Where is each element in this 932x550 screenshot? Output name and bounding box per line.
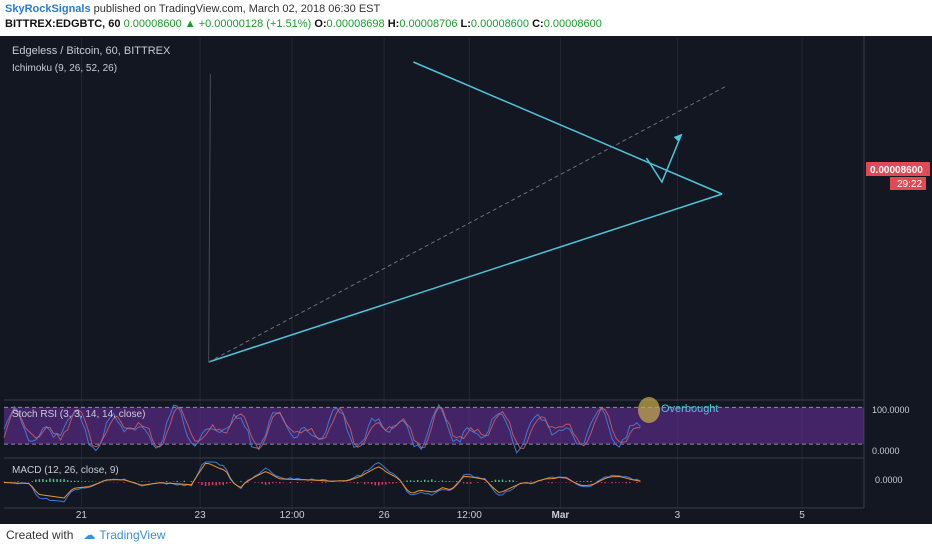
ichimoku-label: Ichimoku (9, 26, 52, 26) bbox=[12, 63, 117, 74]
drawings bbox=[208, 61, 727, 363]
high-value: 0.00008706 bbox=[399, 18, 458, 30]
open-value: 0.00008698 bbox=[326, 18, 385, 30]
chart-labels: Edgeless / Bitcoin, 60, BITTREX Ichimoku… bbox=[12, 45, 930, 485]
close-value: 0.00008600 bbox=[543, 18, 602, 30]
time-tick-label: 23 bbox=[195, 510, 207, 521]
arrow-head-icon bbox=[673, 134, 682, 142]
created-with-text: Created with bbox=[6, 528, 74, 542]
macd-label: MACD (12, 26, close, 9) bbox=[12, 465, 119, 476]
macd-tick-0: 0.0000 bbox=[875, 475, 903, 485]
overbought-annotation: Overbought bbox=[661, 403, 718, 415]
tradingview-logo-icon: ☁ bbox=[83, 528, 96, 542]
ohlc-header: BITTREX:EDGBTC, 60 0.00008600 ▲ +0.00000… bbox=[5, 18, 602, 30]
stoch-d-line bbox=[3, 406, 641, 451]
projection-arrow bbox=[645, 133, 683, 184]
rsi-tick-100: 100.0000 bbox=[872, 405, 910, 415]
publish-info: published on TradingView.com, March 02, … bbox=[90, 3, 381, 15]
triangle-upper-line bbox=[413, 61, 723, 195]
author-name[interactable]: SkyRockSignals bbox=[5, 3, 91, 15]
last-price-badge bbox=[866, 162, 930, 176]
bar-countdown: 29:22 bbox=[897, 179, 922, 190]
fib-anchor-line bbox=[208, 73, 211, 363]
rsi-tick-0: 0.0000 bbox=[872, 446, 900, 456]
macd-signal-line bbox=[3, 462, 641, 499]
close-label: C: bbox=[532, 18, 544, 30]
time-tick-label: 12:00 bbox=[280, 510, 305, 521]
symbol-label: BITTREX:EDGBTC, 60 bbox=[5, 18, 121, 30]
tradingview-link[interactable]: TradingView bbox=[99, 528, 166, 542]
last-price: 0.00008600 bbox=[123, 18, 182, 30]
macd-pane bbox=[3, 457, 864, 503]
footer: Created with ☁ TradingView bbox=[6, 528, 165, 542]
triangle-lower-line bbox=[208, 193, 723, 363]
price-axis-bg bbox=[864, 36, 932, 524]
time-tick-label: 3 bbox=[675, 510, 681, 521]
low-label: L: bbox=[460, 18, 471, 30]
stoch-k-line bbox=[3, 403, 641, 454]
stoch-rsi-label: Stoch RSI (3, 3, 14, 14, close) bbox=[12, 409, 145, 420]
time-tick-label: 5 bbox=[799, 510, 805, 521]
change-value: ▲ +0.00000128 (+1.51%) bbox=[184, 18, 312, 30]
chart-canvas[interactable]: 0(0.00009496)0.236(0.00008902)0.382(0.00… bbox=[0, 36, 932, 524]
price-grid bbox=[80, 38, 803, 508]
chart-background bbox=[0, 36, 932, 524]
time-tick-label: 21 bbox=[76, 510, 88, 521]
time-axis[interactable]: 21 23 12:00 26 12:00 Mar 3 5 bbox=[4, 507, 864, 521]
publish-header: SkyRockSignals published on TradingView.… bbox=[5, 3, 380, 15]
overbought-marker bbox=[638, 397, 660, 423]
low-value: 0.00008600 bbox=[470, 18, 530, 30]
stoch-rsi-pane bbox=[3, 397, 864, 454]
chart-title: Edgeless / Bitcoin, 60, BITTREX bbox=[12, 45, 171, 57]
high-label: H: bbox=[387, 18, 400, 30]
time-tick-label: Mar bbox=[552, 510, 570, 521]
price-axis[interactable]: 0.000096000.000094000.000092000.00009000… bbox=[863, 36, 932, 524]
countdown-badge bbox=[890, 177, 926, 190]
time-tick-label: 26 bbox=[379, 510, 391, 521]
time-tick-label: 12:00 bbox=[457, 510, 482, 521]
last-price-axis-label: 0.00008600 bbox=[870, 165, 923, 176]
open-label: O: bbox=[314, 18, 327, 30]
